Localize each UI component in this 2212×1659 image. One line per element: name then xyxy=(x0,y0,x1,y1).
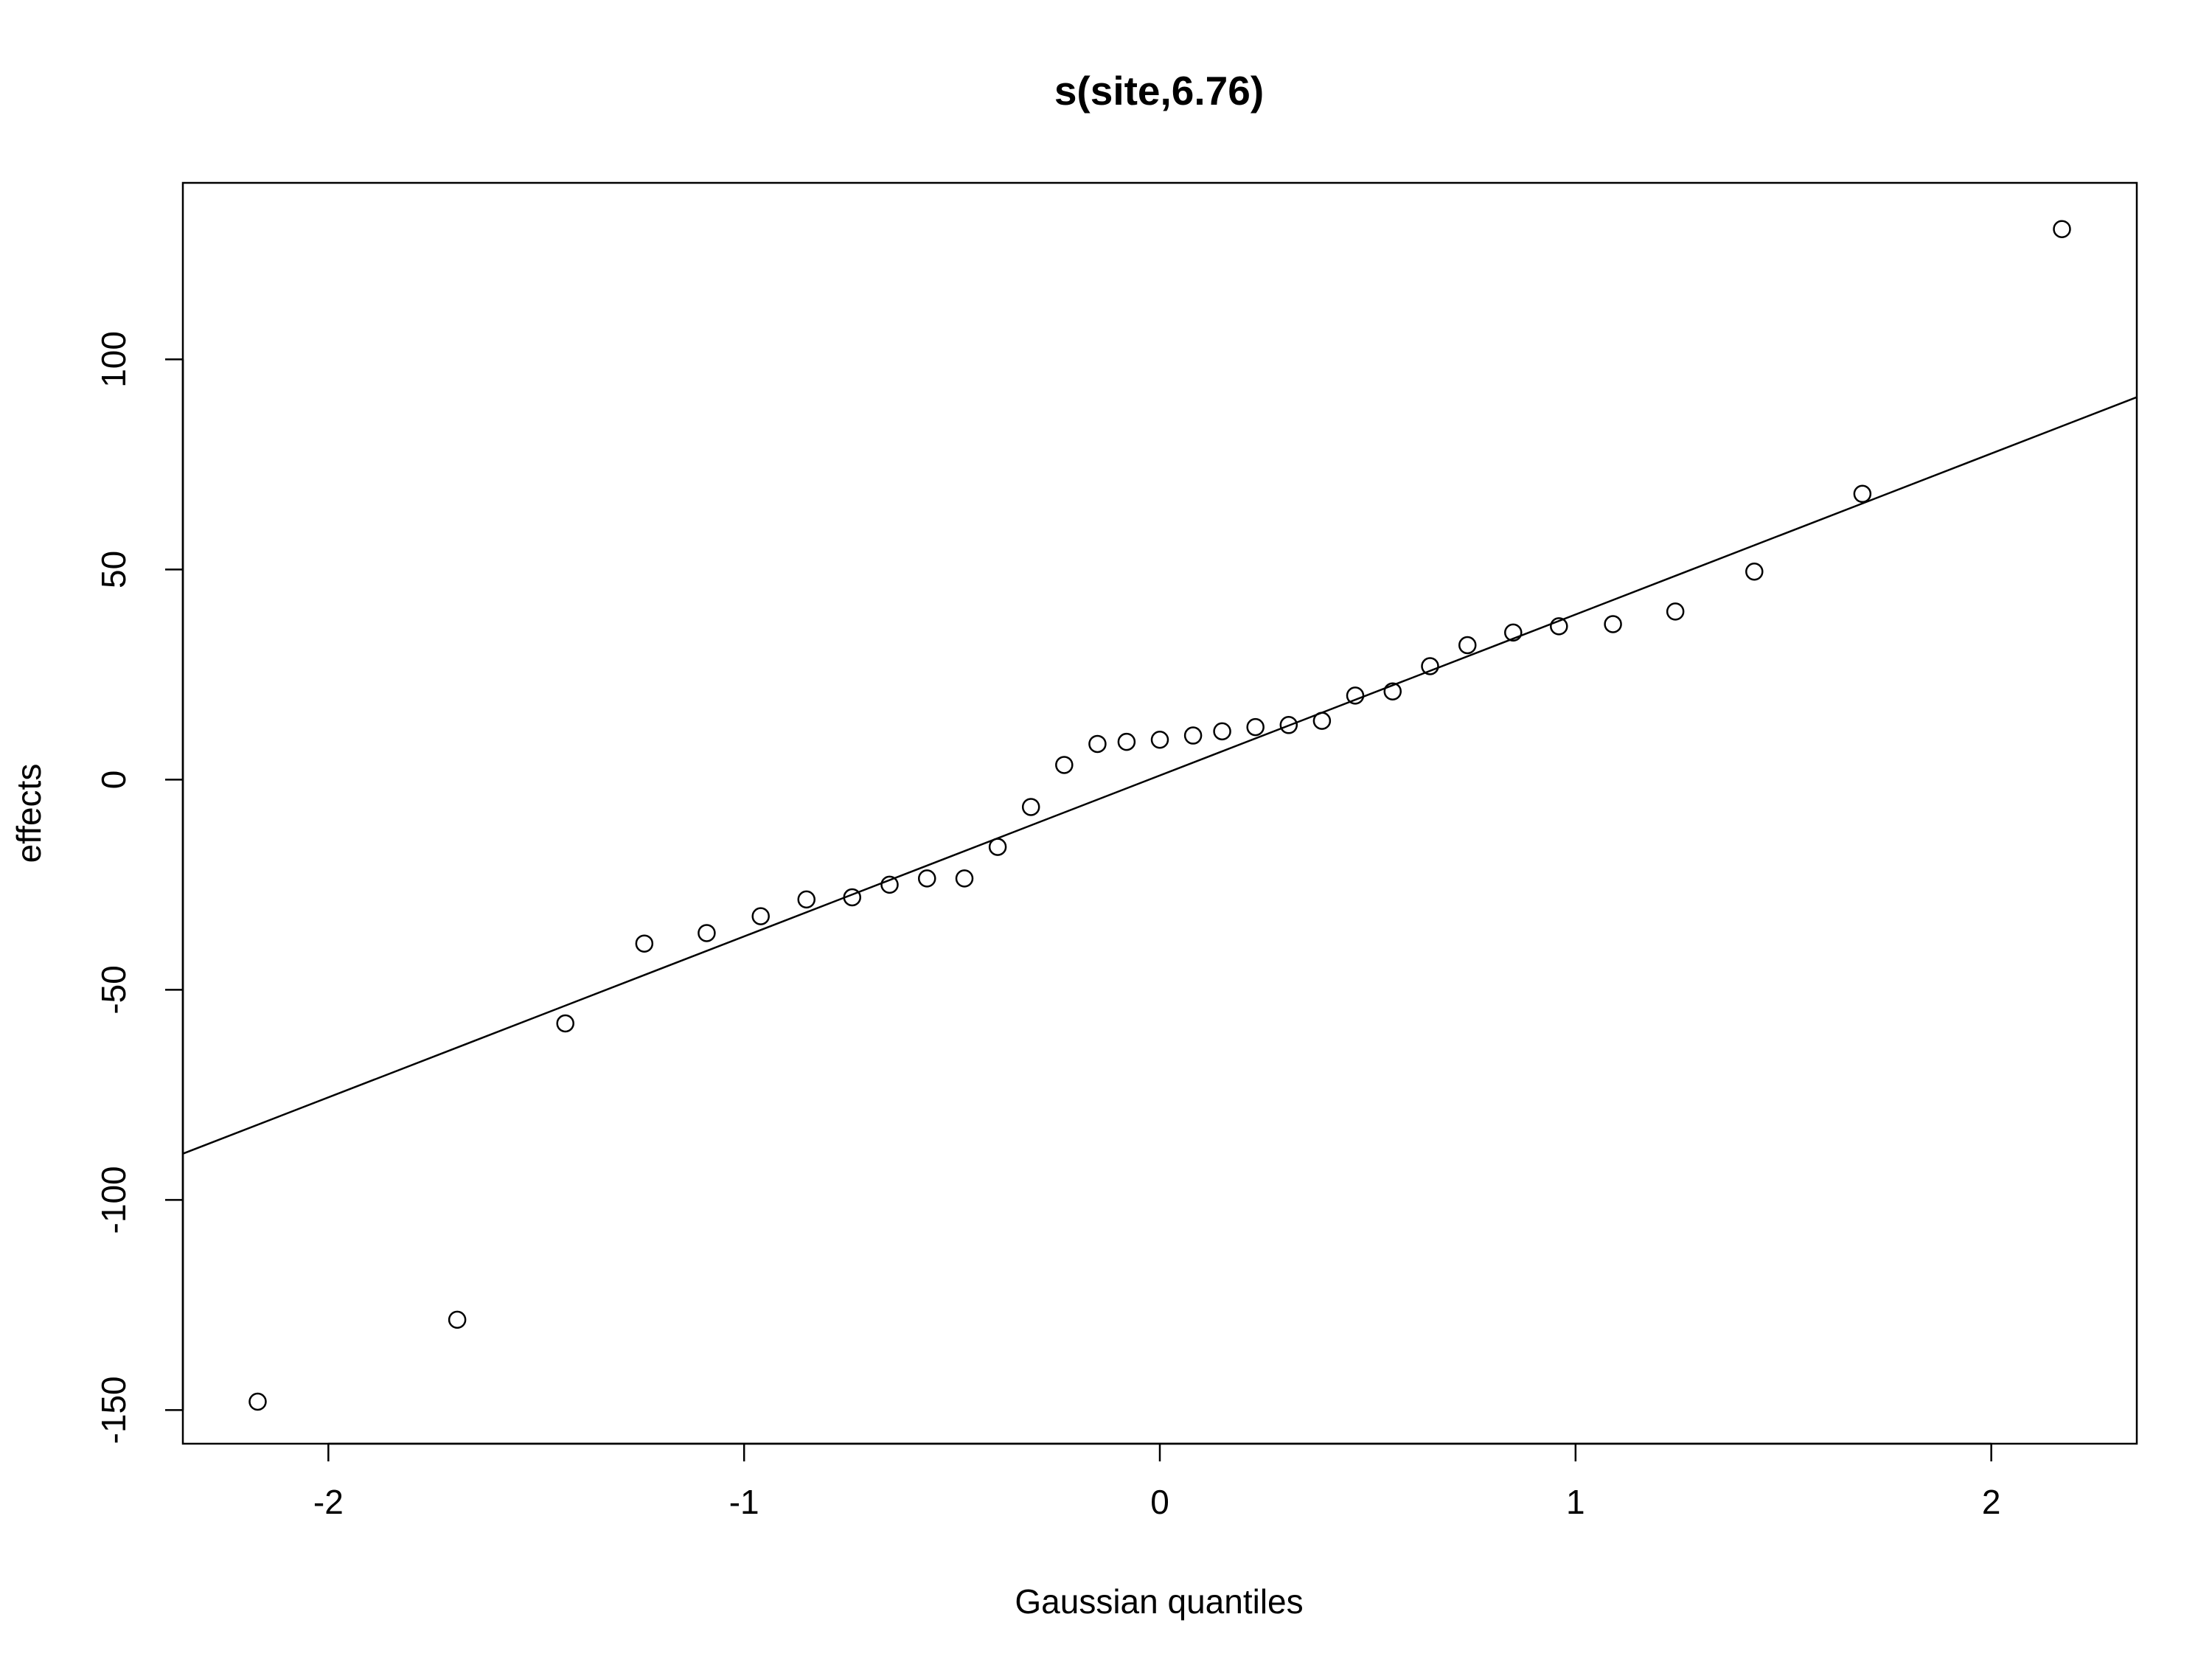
data-point xyxy=(1117,732,1136,751)
data-point xyxy=(1246,717,1265,737)
plot-frame xyxy=(181,181,2138,1445)
data-point xyxy=(1088,734,1107,754)
data-point xyxy=(1745,563,1764,581)
x-tick-label: 0 xyxy=(1150,1483,1169,1521)
data-point xyxy=(797,890,815,909)
chart-title: s(site,6.76) xyxy=(1054,68,1264,114)
data-point xyxy=(1421,657,1439,675)
data-point xyxy=(1504,623,1523,642)
data-point xyxy=(1550,617,1568,636)
data-point xyxy=(1383,682,1402,700)
data-point xyxy=(635,934,654,953)
x-tick-label: 1 xyxy=(1566,1483,1585,1521)
data-point xyxy=(248,1392,267,1411)
data-point xyxy=(448,1310,467,1329)
data-point xyxy=(955,869,974,888)
x-tick-label: -1 xyxy=(729,1483,759,1521)
data-point xyxy=(988,838,1007,856)
x-tick-label: -2 xyxy=(313,1483,344,1521)
points-group xyxy=(248,220,2071,1411)
y-tick-label: 100 xyxy=(94,331,133,388)
y-axis: -150 -100 -50 0 50 100 xyxy=(94,331,184,1444)
data-point xyxy=(1312,712,1332,730)
x-axis-label: Gaussian quantiles xyxy=(1015,1582,1303,1621)
data-point xyxy=(1055,756,1074,774)
data-point xyxy=(1021,798,1040,816)
data-point xyxy=(1213,722,1231,741)
reference-line xyxy=(182,396,2138,1155)
data-point xyxy=(1279,716,1298,734)
data-point xyxy=(1150,731,1169,749)
data-point xyxy=(1458,636,1477,655)
data-point xyxy=(556,1014,574,1033)
y-axis-label: effects xyxy=(10,764,48,863)
data-point xyxy=(698,924,716,942)
data-point xyxy=(843,888,862,907)
data-point xyxy=(880,875,899,894)
y-tick-label: -100 xyxy=(94,1166,133,1234)
data-point xyxy=(1666,602,1685,621)
y-tick-label: -150 xyxy=(94,1376,133,1444)
data-point xyxy=(918,869,936,888)
y-tick-label: 0 xyxy=(94,771,133,790)
reference-line-group xyxy=(182,396,2138,1155)
data-point xyxy=(751,907,770,925)
data-point xyxy=(1346,686,1365,705)
data-point xyxy=(1604,615,1622,633)
data-point xyxy=(1853,484,1872,504)
y-tick-label: -50 xyxy=(94,965,133,1014)
y-tick-label: 50 xyxy=(94,551,133,588)
x-tick-label: 2 xyxy=(1982,1483,2001,1521)
data-point xyxy=(2053,220,2071,238)
x-axis: -2 -1 0 1 2 xyxy=(313,1442,2001,1521)
data-point xyxy=(1183,726,1203,745)
